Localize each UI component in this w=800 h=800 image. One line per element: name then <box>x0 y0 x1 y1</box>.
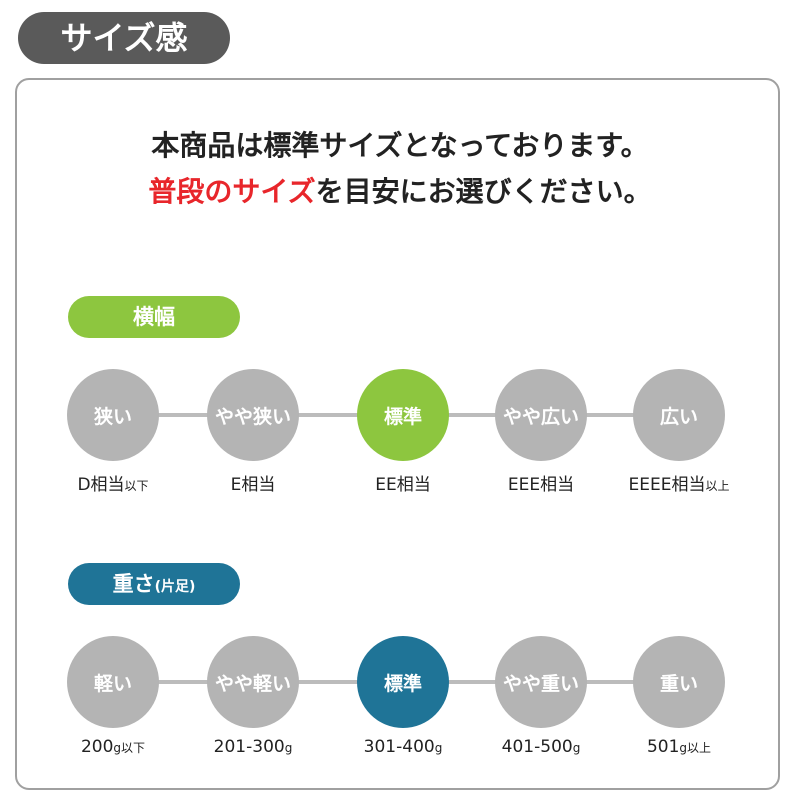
step-caption-suffix: g以下 <box>113 741 146 755</box>
step-caption-text: E相当 <box>230 475 276 495</box>
step-caption-text: 401-500 <box>501 737 573 757</box>
step-circle: 重い <box>633 636 725 728</box>
header-title: サイズ感 <box>18 12 230 64</box>
section-title-text: 横幅 <box>133 305 175 329</box>
message-highlight: 普段のサイズ <box>148 175 316 208</box>
step-caption-text: 301-400 <box>363 737 435 757</box>
step-caption-text: 201-300 <box>213 737 285 757</box>
step-circle: やや広い <box>495 369 587 461</box>
message-line: 普段のサイズを目安にお選びください。 <box>0 170 800 210</box>
step-caption-suffix: g <box>572 741 581 755</box>
step-circle: 標準 <box>357 636 449 728</box>
step-caption-text: 501 <box>646 737 680 757</box>
step-caption: 301-400g <box>323 737 483 757</box>
step-caption-text: 200 <box>80 737 114 757</box>
step-caption: D相当以下 <box>33 470 193 495</box>
message-text: を目安にお選びください。 <box>315 175 652 208</box>
step-caption-suffix: 以下 <box>124 479 149 493</box>
step-caption-suffix: g以上 <box>679 741 712 755</box>
step-caption-suffix: g <box>434 741 443 755</box>
section-title: 重さ(片足) <box>68 563 240 605</box>
message-line: 本商品は標準サイズとなっております。 <box>151 129 649 162</box>
section-title-note: (片足) <box>154 579 196 595</box>
step-caption-suffix: 以上 <box>705 479 730 493</box>
step-circle: 広い <box>633 369 725 461</box>
step-circle: やや重い <box>495 636 587 728</box>
step-caption-text: EEE相当 <box>507 475 575 495</box>
step-caption-text: EEEE相当 <box>628 475 706 495</box>
step-caption-text: D相当 <box>77 475 125 495</box>
step-circle: 軽い <box>67 636 159 728</box>
section-title: 横幅 <box>68 296 240 338</box>
content-frame <box>15 78 780 790</box>
step-caption: 200g以下 <box>33 737 193 757</box>
step-caption: 401-500g <box>461 737 621 757</box>
step-circle: 狭い <box>67 369 159 461</box>
step-caption: E相当 <box>173 470 333 495</box>
step-caption-text: EE相当 <box>375 475 431 495</box>
step-caption: EEEE相当以上 <box>599 470 759 495</box>
step-caption: 201-300g <box>173 737 333 757</box>
step-circle: やや軽い <box>207 636 299 728</box>
step-caption: 501g以上 <box>599 737 759 757</box>
step-circle: 標準 <box>357 369 449 461</box>
section-title-text: 重さ <box>112 572 155 596</box>
step-caption: EE相当 <box>323 470 483 495</box>
step-caption-suffix: g <box>284 741 293 755</box>
step-caption: EEE相当 <box>461 470 621 495</box>
step-circle: やや狭い <box>207 369 299 461</box>
